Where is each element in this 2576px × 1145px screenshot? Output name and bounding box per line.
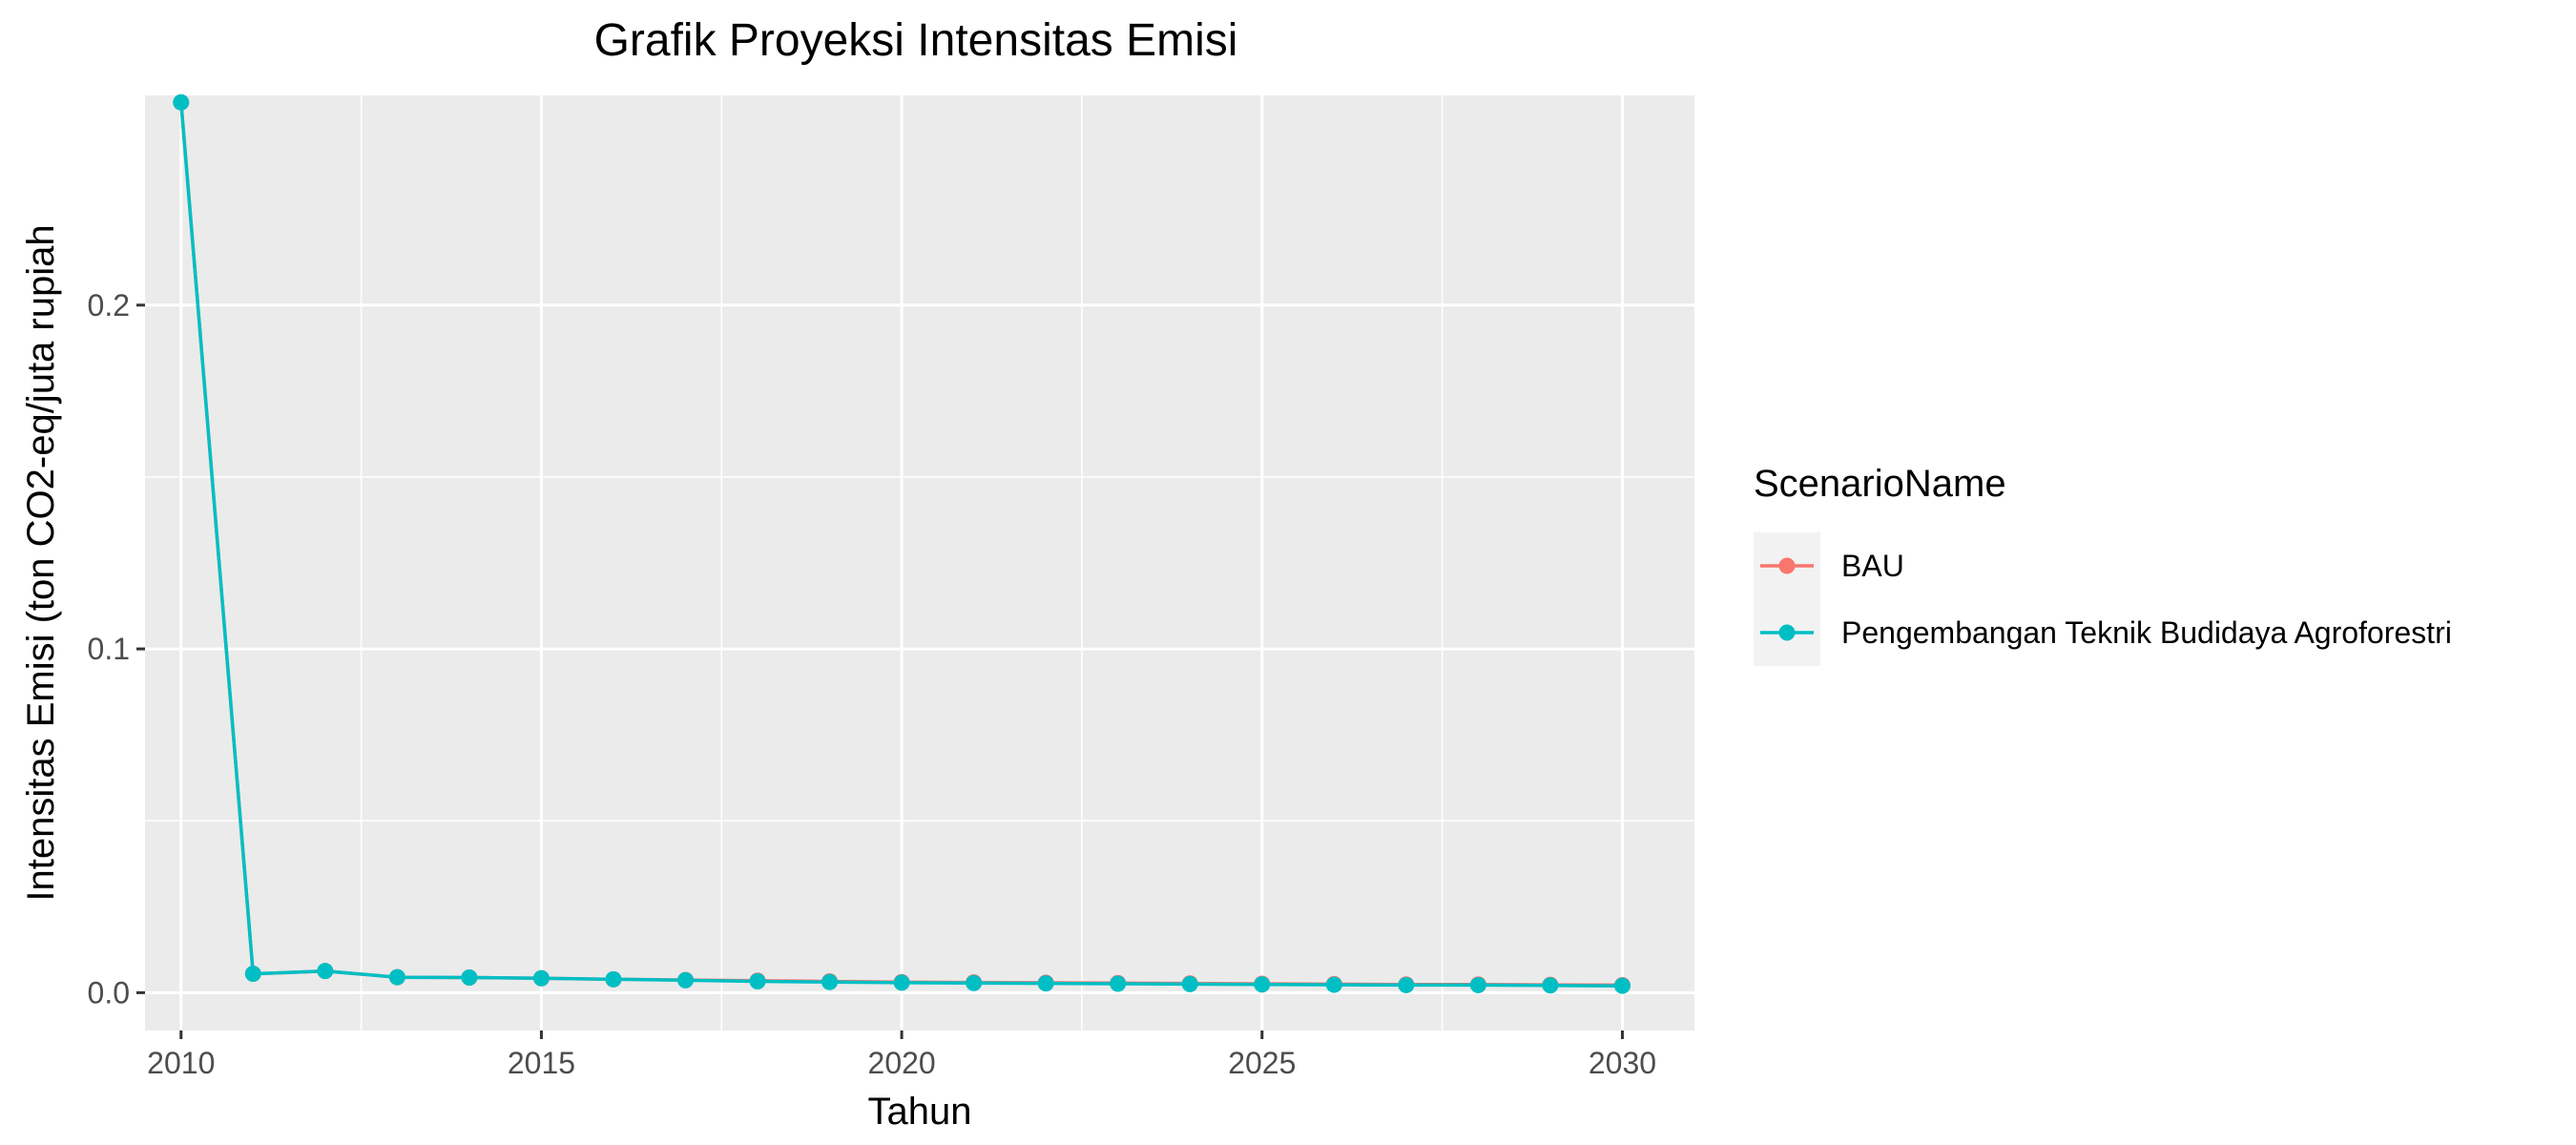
x-tick-label: 2010 [147,1046,215,1080]
axis-ticks [136,303,1624,1039]
axis-labels: 2010 2015 2020 2025 2030 0.0 0.1 0.2 [88,288,1657,1080]
series-agroforestri-point [605,970,622,988]
legend: ScenarioName BAU Pengembangan Teknik Budi… [1754,463,2452,666]
series-agroforestri-point [173,94,190,111]
x-tick-label: 2020 [868,1046,936,1080]
series-agroforestri-point [244,966,261,983]
grid-major [145,95,1694,1030]
series-agroforestri-point [1110,975,1127,992]
series-agroforestri-point [1398,976,1415,993]
series-agroforestri-point [317,963,334,980]
y-tick-label: 0.2 [88,288,130,323]
grid-minor [145,95,1694,1030]
legend-label: Pengembangan Teknik Budidaya Agroforestr… [1841,615,2452,650]
y-tick-label: 0.1 [88,632,130,666]
series-agroforestri-point [677,971,695,989]
series-agroforestri-point [1613,977,1631,994]
legend-item: BAU [1754,532,1904,599]
series-agroforestri-point [1325,976,1342,993]
series-agroforestri-point [749,972,766,989]
series-agroforestri-point [1469,976,1486,993]
series-layer [173,94,1631,994]
x-axis-title: Tahun [868,1091,972,1133]
series-agroforestri-point [1254,976,1271,993]
series-agroforestri-point [1037,975,1054,992]
x-tick-label: 2015 [508,1046,575,1080]
y-axis-title: Intensitas Emisi (ton CO2-eq/juta rupiah [20,224,62,901]
y-tick-label: 0.0 [88,975,130,1010]
series-agroforestri [173,94,1631,994]
series-agroforestri-point [966,974,983,991]
series-agroforestri-point [821,973,839,990]
legend-key-point [1778,624,1796,641]
series-agroforestri-point [1542,977,1559,994]
chart-title: Grafik Proyeksi Intensitas Emisi [594,15,1238,66]
series-agroforestri-point [532,969,550,987]
series-agroforestri-point [461,969,478,987]
series-agroforestri-point [893,974,910,991]
x-tick-label: 2025 [1228,1046,1296,1080]
series-agroforestri-point [388,968,405,986]
legend-item: Pengembangan Teknik Budidaya Agroforestr… [1754,599,2452,666]
legend-title: ScenarioName [1754,463,2006,505]
plot-panel [145,95,1694,1030]
x-tick-label: 2030 [1589,1046,1656,1080]
series-agroforestri-point [1181,975,1198,992]
legend-label: BAU [1841,549,1904,583]
legend-key-point [1778,557,1796,574]
